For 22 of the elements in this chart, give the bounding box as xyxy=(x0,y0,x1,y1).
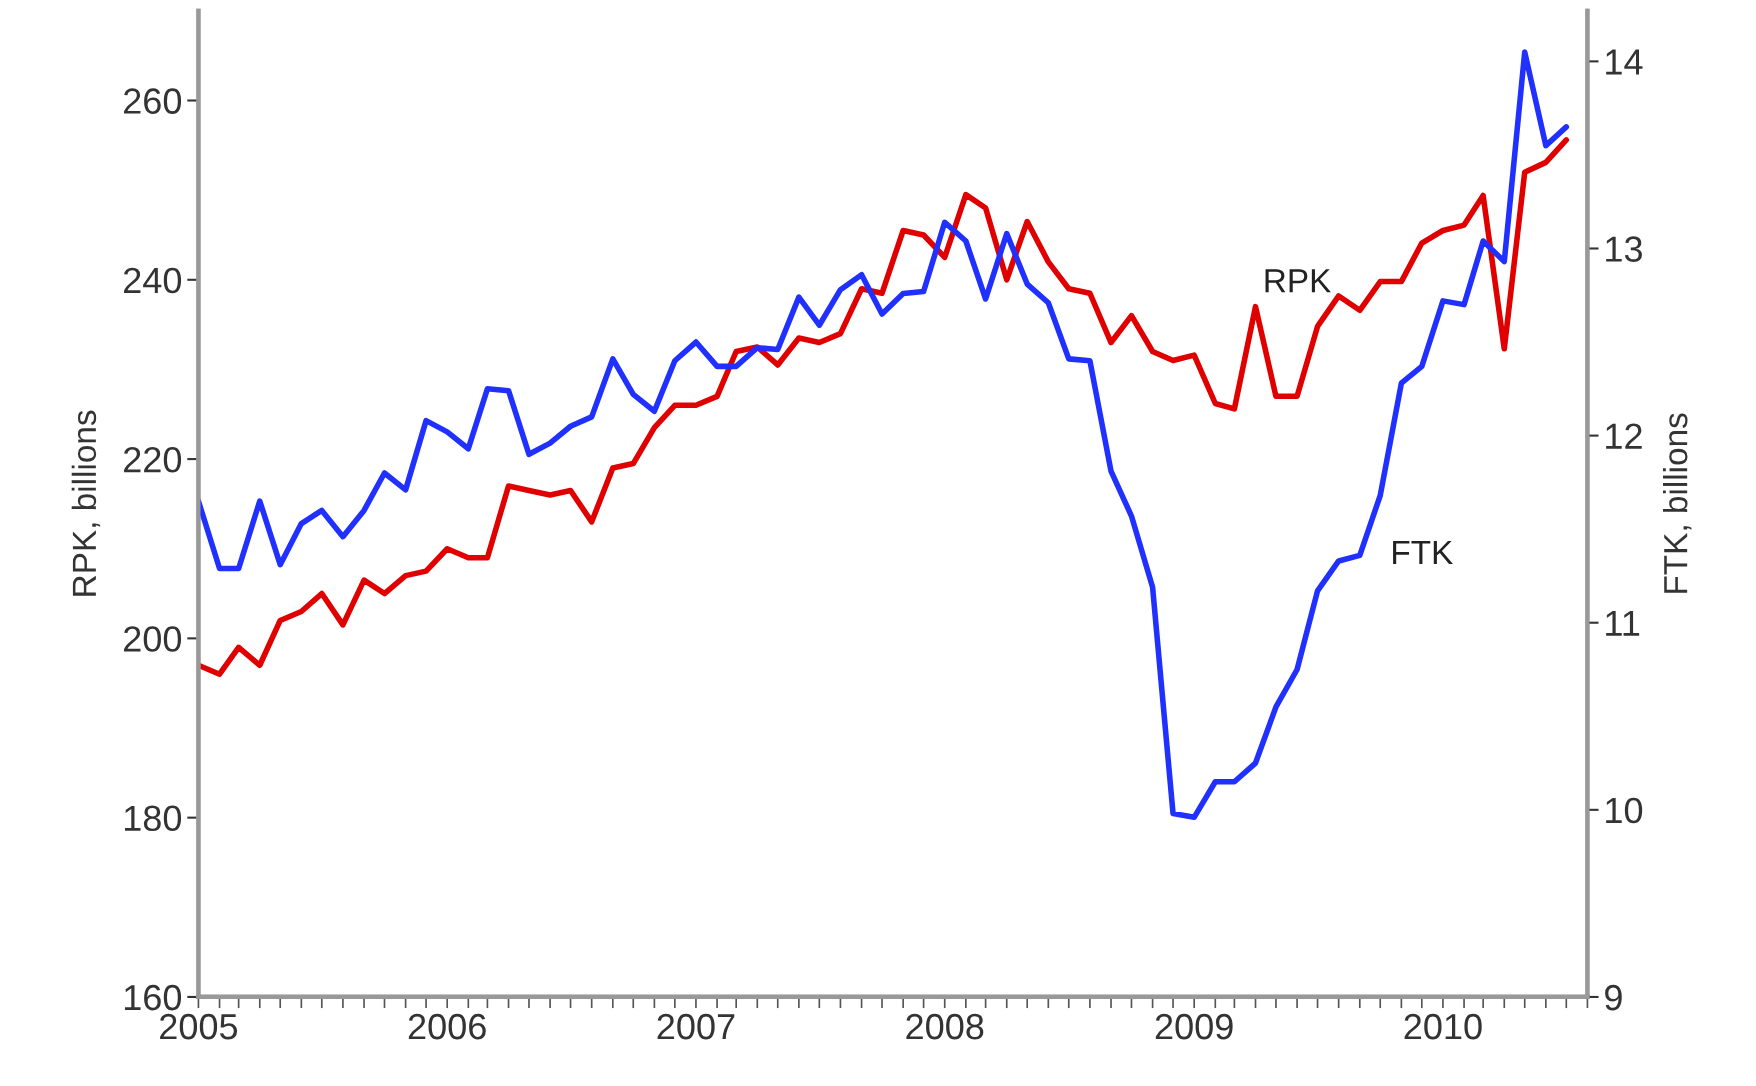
y2-tick-label: 10 xyxy=(1606,797,1643,824)
x-tick-label: 2006 xyxy=(408,1013,486,1040)
y2-tick-label: 13 xyxy=(1606,236,1642,262)
x-tick-label: 2007 xyxy=(657,1013,735,1040)
y-axis-title: RPK, billions xyxy=(71,410,101,596)
y-tick-label: 180 xyxy=(124,805,182,832)
y-tick-label: 260 xyxy=(124,88,182,114)
y2-tick-label: 12 xyxy=(1606,423,1642,449)
x-tick-label: 2008 xyxy=(906,1013,984,1040)
y-tick-label: 160 xyxy=(124,984,182,1011)
y-tick-label: 220 xyxy=(124,446,182,473)
y2-tick-label: 14 xyxy=(1606,49,1643,75)
y-tick-label: 240 xyxy=(124,267,182,294)
x-tick-label: 2009 xyxy=(1155,1013,1233,1040)
y2-axis-title: FTK, billions xyxy=(1663,413,1692,593)
series-label: RPK xyxy=(1265,269,1331,293)
y2-tick-label: 9 xyxy=(1605,984,1622,1011)
y2-tick-label: 11 xyxy=(1606,610,1640,636)
x-tick-label: 2005 xyxy=(160,1013,238,1040)
series-label: FTK xyxy=(1393,541,1453,564)
y-tick-label: 200 xyxy=(124,626,182,652)
x-tick-label: 2010 xyxy=(1404,1013,1482,1040)
